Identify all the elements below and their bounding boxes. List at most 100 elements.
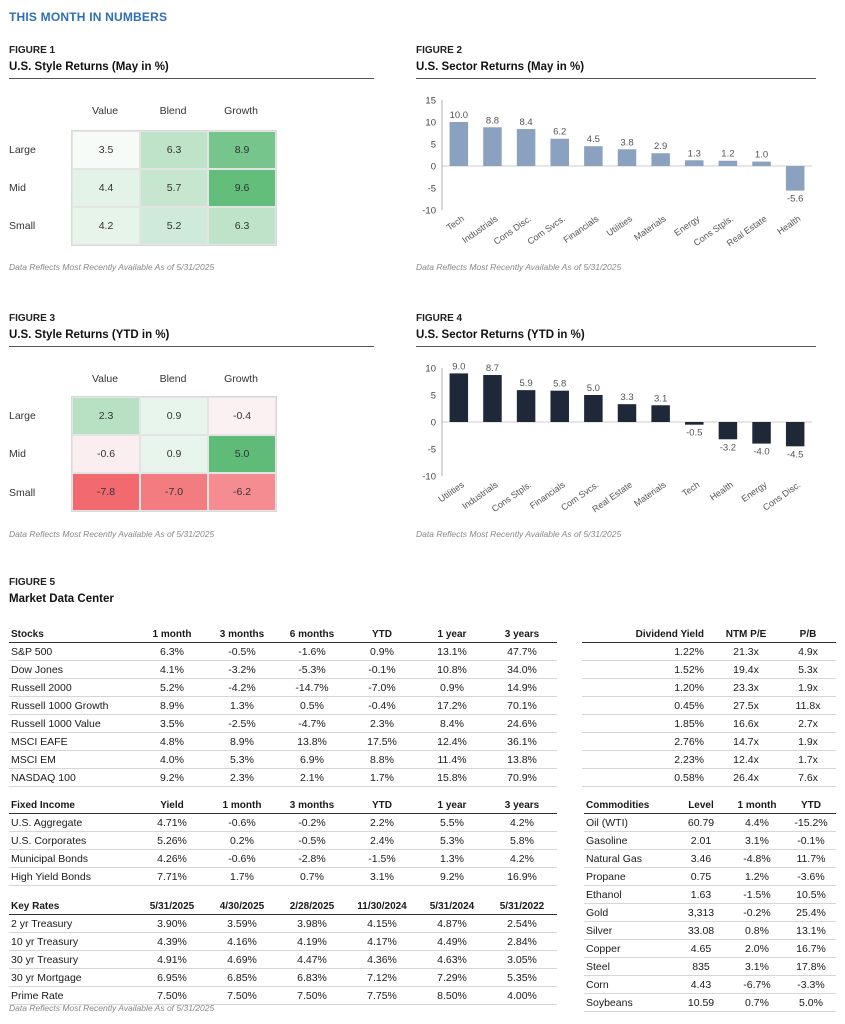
bar [584, 395, 603, 422]
data-label: 4.5 [587, 134, 600, 145]
col-header-blend: Blend [159, 373, 187, 385]
fixed-income-cell: 9.2% [417, 867, 487, 886]
key-rates-col-date-1: 5/31/2025 [137, 898, 207, 915]
valuation-cell: 1.22% [582, 642, 712, 661]
bar [550, 390, 569, 422]
stocks-cell: 1.3% [207, 696, 277, 715]
style-cell-small-growth: -6.2 [208, 473, 276, 511]
key-rates-cell: 7.50% [137, 986, 207, 1005]
fixed-income-row: Municipal Bonds 4.26% -0.6% -2.8% -1.5% 1.3% 4… [9, 849, 557, 868]
key-rates-table: Key Rates 5/31/2025 4/30/2025 2/28/2025 … [9, 898, 557, 1005]
valuation-row: 0.58% 26.4x 7.6x [582, 768, 836, 787]
figure-2-rule [416, 78, 816, 79]
key-rates-cell: 3.05% [487, 950, 557, 969]
y-tick-label: 10 [425, 118, 436, 129]
data-label: 8.7 [486, 363, 499, 374]
stocks-col-1-month: 1 month [137, 626, 207, 643]
valuation-cell: 0.58% [582, 768, 712, 787]
stocks-header: Stocks [9, 626, 137, 643]
fixed-income-cell: 1.7% [207, 867, 277, 886]
page-title: THIS MONTH IN NUMBERS [9, 10, 168, 24]
fixed-income-col-yield: Yield [137, 797, 207, 814]
figure-1-style-box: 3.5 6.3 8.9 4.4 5.7 9.6 4.2 5.2 6.3 [71, 130, 277, 246]
fixed-income-col-3-years: 3 years [487, 797, 557, 814]
valuation-cell: 12.4x [712, 750, 780, 769]
valuation-cell: 26.4x [712, 768, 780, 787]
key-rates-cell: 4.00% [487, 986, 557, 1005]
figure-2-label: FIGURE 2 [416, 45, 463, 56]
stocks-row: Russell 1000 Growth 8.9% 1.3% 0.5% -0.4% 17.2… [9, 696, 557, 715]
commodities-col-1-month: 1 month [728, 797, 786, 814]
commodities-row: Gasoline 2.01 3.1% -0.1% [584, 831, 836, 850]
commodities-cell: 13.1% [786, 921, 836, 940]
y-tick-label: -10 [422, 206, 436, 217]
commodities-row: Natural Gas 3.46 -4.8% 11.7% [584, 849, 836, 868]
data-label: -3.2 [720, 442, 736, 453]
stocks-cell: 34.0% [487, 660, 557, 679]
y-tick-label: 0 [431, 418, 436, 429]
stocks-cell: 5.2% [137, 678, 207, 697]
key-rates-row: Prime Rate 7.50% 7.50% 7.50% 7.75% 8.50% 4.00% [9, 986, 557, 1005]
data-label: 1.3 [688, 148, 701, 159]
commodities-cell: 17.8% [786, 957, 836, 976]
bar [617, 404, 637, 422]
key-rates-cell: 7.50% [277, 986, 347, 1005]
data-label: -0.5 [686, 428, 702, 439]
key-rates-cell: 4.16% [207, 932, 277, 951]
commodities-cell: 0.75 [674, 867, 728, 886]
stocks-cell: 13.1% [417, 642, 487, 661]
stocks-cell: 6.9% [277, 750, 347, 769]
fixed-income-row-label: U.S. Aggregate [9, 813, 137, 832]
fixed-income-cell: 1.3% [417, 849, 487, 868]
commodities-row-label: Natural Gas [584, 849, 674, 868]
valuation-cell: 1.52% [582, 660, 712, 679]
stocks-cell: 9.2% [137, 768, 207, 787]
data-label: 8.8 [486, 115, 499, 126]
stocks-cell: -14.7% [277, 678, 347, 697]
col-header-value: Value [91, 105, 119, 117]
valuation-cell: 1.7x [780, 750, 836, 769]
stocks-cell: 2.3% [207, 768, 277, 787]
stocks-cell: 15.8% [417, 768, 487, 787]
commodities-row-label: Propane [584, 867, 674, 886]
stocks-cell: 17.5% [347, 732, 417, 751]
figure-3-col-headers: Value Blend Growth [71, 373, 275, 385]
bar [752, 161, 771, 166]
commodities-cell: -1.5% [728, 885, 786, 904]
key-rates-cell: 6.85% [207, 968, 277, 987]
key-rates-cell: 4.91% [137, 950, 207, 969]
commodities-row-label: Steel [584, 957, 674, 976]
data-label: 3.3 [620, 392, 633, 403]
category-label: Health [708, 479, 735, 502]
valuation-cell: 4.9x [780, 642, 836, 661]
stocks-cell: 70.1% [487, 696, 557, 715]
commodities-cell: -3.6% [786, 867, 836, 886]
valuation-cell: 11.8x [780, 696, 836, 715]
stocks-cell: 4.1% [137, 660, 207, 679]
key-rates-header: Key Rates [9, 898, 137, 915]
y-tick-label: 5 [431, 391, 436, 402]
row-header-small: Small [9, 220, 36, 232]
stocks-row-label: Russell 1000 Growth [9, 696, 137, 715]
commodities-cell: 10.59 [674, 993, 728, 1012]
stocks-row-label: MSCI EM [9, 750, 137, 769]
data-label: 1.0 [755, 150, 768, 161]
bar [584, 146, 603, 166]
stocks-cell: 8.4% [417, 714, 487, 733]
commodities-cell: 0.8% [728, 921, 786, 940]
stocks-cell: 1.7% [347, 768, 417, 787]
key-rates-row: 30 yr Mortgage 6.95% 6.85% 6.83% 7.12% 7.29% 5… [9, 968, 557, 987]
commodities-cell: -0.2% [728, 903, 786, 922]
key-rates-cell: 4.15% [347, 914, 417, 933]
key-rates-cell: 4.49% [417, 932, 487, 951]
key-rates-cell: 7.12% [347, 968, 417, 987]
category-label: Tech [445, 213, 466, 232]
commodities-cell: 3.1% [728, 957, 786, 976]
figure-1-label: FIGURE 1 [9, 45, 56, 56]
commodities-cell: 2.01 [674, 831, 728, 850]
row-header-mid: Mid [9, 182, 26, 194]
fixed-income-cell: 2.2% [347, 813, 417, 832]
commodities-header: Commodities [584, 797, 674, 814]
commodities-col-level: Level [674, 797, 728, 814]
style-cell-small-blend: 5.2 [140, 207, 208, 245]
